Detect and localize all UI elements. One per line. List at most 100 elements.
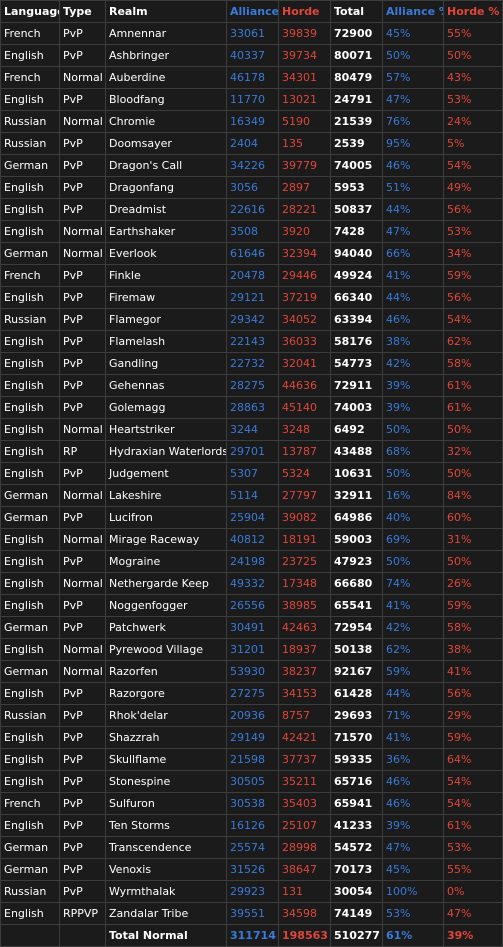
header-horde-pct[interactable]: Horde % (443, 0, 503, 23)
cell-language: English (0, 418, 60, 441)
cell-alliance: 30538 (226, 792, 279, 815)
cell-horde-pct: 62% (443, 330, 503, 353)
cell-realm: Lakeshire (105, 484, 227, 507)
cell-horde-pct: 61% (443, 814, 503, 837)
cell-total: 41233 (330, 814, 383, 837)
cell-alliance: 30505 (226, 770, 279, 793)
cell-alliance-pct: 44% (382, 198, 444, 221)
cell-horde: 34301 (278, 66, 331, 89)
cell-realm: Heartstriker (105, 418, 227, 441)
cell-realm: Sulfuron (105, 792, 227, 815)
cell-language: French (0, 66, 60, 89)
cell-total: 32911 (330, 484, 383, 507)
cell-type: PvP (59, 462, 106, 485)
cell-language: French (0, 792, 60, 815)
cell-language: German (0, 506, 60, 529)
cell-language: English (0, 748, 60, 771)
cell-alliance-pct: 44% (382, 682, 444, 705)
cell-alliance-pct: 42% (382, 616, 444, 639)
cell-language: English (0, 198, 60, 221)
cell-language: Russian (0, 132, 60, 155)
cell-realm: Pyrewood Village (105, 638, 227, 661)
header-type[interactable]: Type (59, 0, 106, 23)
cell-alliance-pct: 44% (382, 286, 444, 309)
cell-realm: Firemaw (105, 286, 227, 309)
cell-total: 63394 (330, 308, 383, 331)
cell-total: 70173 (330, 858, 383, 881)
cell-realm: Finkle (105, 264, 227, 287)
cell-total: 2539 (330, 132, 383, 155)
cell-language: English (0, 682, 60, 705)
table-row: English PvP Gandling 22732 32041 54773 42% 58% (0, 352, 503, 375)
cell-alliance-pct: 59% (382, 660, 444, 683)
cell-realm: Mograine (105, 550, 227, 573)
cell-horde-pct: 55% (443, 22, 503, 45)
cell-alliance-pct: 45% (382, 858, 444, 881)
cell-language: English (0, 330, 60, 353)
cell-alliance-pct: 76% (382, 110, 444, 133)
cell-horde: 34598 (278, 902, 331, 925)
cell-realm: Doomsayer (105, 132, 227, 155)
header-alliance[interactable]: Alliance (226, 0, 279, 23)
header-total[interactable]: Total (330, 0, 383, 23)
header-horde[interactable]: Horde (278, 0, 331, 23)
header-language[interactable]: Language (0, 0, 60, 23)
cell-horde: 8757 (278, 704, 331, 727)
cell-type: Normal (59, 418, 106, 441)
cell-language: English (0, 176, 60, 199)
cell-horde: 29446 (278, 264, 331, 287)
cell-total: 72954 (330, 616, 383, 639)
cell-language: Russian (0, 110, 60, 133)
cell-alliance-pct: 53% (382, 902, 444, 925)
cell-horde-pct: 84% (443, 484, 503, 507)
cell-realm: Flamelash (105, 330, 227, 353)
header-realm[interactable]: Realm (105, 0, 227, 23)
cell-alliance: 46178 (226, 66, 279, 89)
cell-language: English (0, 594, 60, 617)
cell-horde: 13021 (278, 88, 331, 111)
cell-total: 10631 (330, 462, 383, 485)
cell-horde-pct: 54% (443, 308, 503, 331)
cell-alliance: 25574 (226, 836, 279, 859)
cell-type: PvP (59, 880, 106, 903)
cell-horde-pct: 54% (443, 792, 503, 815)
cell-total: 21539 (330, 110, 383, 133)
cell-horde: 28998 (278, 836, 331, 859)
cell-alliance-pct: 95% (382, 132, 444, 155)
table-row: French PvP Finkle 20478 29446 49924 41% 59% (0, 264, 503, 287)
cell-horde-pct: 53% (443, 836, 503, 859)
table-row: English PvP Firemaw 29121 37219 66340 44% 56% (0, 286, 503, 309)
cell-horde-pct: 5% (443, 132, 503, 155)
cell-type: PvP (59, 594, 106, 617)
cell-horde-pct: 49% (443, 176, 503, 199)
cell-horde-pct: 58% (443, 616, 503, 639)
cell-language: English (0, 638, 60, 661)
cell-total: 50138 (330, 638, 383, 661)
cell-total: 66340 (330, 286, 383, 309)
cell-alliance: 29121 (226, 286, 279, 309)
cell-type: Normal (59, 66, 106, 89)
cell-alliance: 33061 (226, 22, 279, 45)
cell-realm: Stonespine (105, 770, 227, 793)
table-row: German Normal Everlook 61646 32394 94040 66% 34… (0, 242, 503, 265)
cell-horde-pct: 53% (443, 88, 503, 111)
cell-type: PvP (59, 616, 106, 639)
cell-type: PvP (59, 198, 106, 221)
cell-alliance: 29923 (226, 880, 279, 903)
cell-alliance-pct: 39% (382, 814, 444, 837)
cell-language: Russian (0, 880, 60, 903)
cell-horde: 17348 (278, 572, 331, 595)
cell-realm: Auberdine (105, 66, 227, 89)
header-alliance-pct[interactable]: Alliance % (382, 0, 444, 23)
cell-horde: 38647 (278, 858, 331, 881)
cell-language: German (0, 660, 60, 683)
cell-total: 54773 (330, 352, 383, 375)
cell-alliance: 21598 (226, 748, 279, 771)
cell-total: 49924 (330, 264, 383, 287)
cell-type: PvP (59, 770, 106, 793)
cell-language: English (0, 440, 60, 463)
cell-alliance: 20936 (226, 704, 279, 727)
table-row: German PvP Venoxis 31526 38647 70173 45% 55% (0, 858, 503, 881)
cell-realm: Transcendence (105, 836, 227, 859)
cell-horde-pct: 50% (443, 418, 503, 441)
